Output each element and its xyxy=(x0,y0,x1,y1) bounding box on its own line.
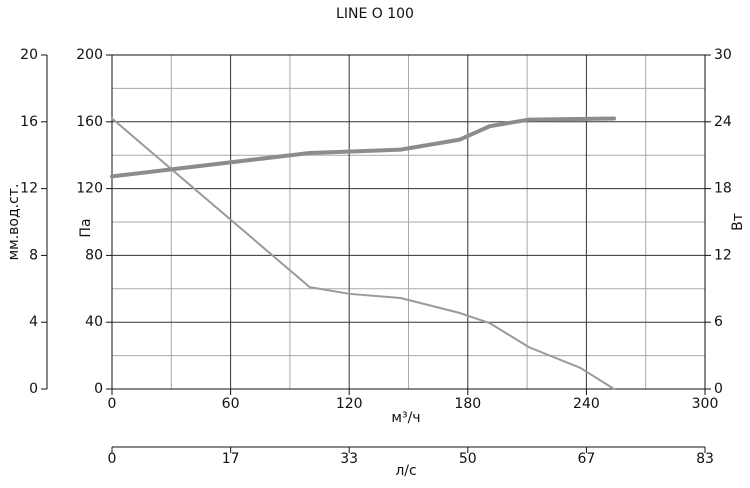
x-tick-label: 180 xyxy=(454,396,481,412)
y-tick-label: 200 xyxy=(76,47,103,63)
y2-tick-label: 30 xyxy=(714,47,732,63)
y-tick-label: 120 xyxy=(76,181,103,197)
y3-tick-label: 12 xyxy=(20,181,38,197)
y-tick-label: 0 xyxy=(94,381,103,397)
x2-tick-label: 17 xyxy=(222,451,240,467)
y2-tick-label: 24 xyxy=(714,114,732,130)
x-tick-label: 0 xyxy=(108,396,117,412)
y2-tick-label: 0 xyxy=(714,381,723,397)
y-tick-label: 80 xyxy=(85,247,103,263)
x2-tick-label: 83 xyxy=(696,451,714,467)
x-tick-label: 120 xyxy=(336,396,363,412)
y-tick-label: 40 xyxy=(85,314,103,330)
y3-tick-label: 8 xyxy=(29,247,38,263)
y2-tick-label: 6 xyxy=(714,314,723,330)
x-tick-label: 240 xyxy=(573,396,600,412)
y3-tick-label: 20 xyxy=(20,47,38,63)
y3-tick-label: 4 xyxy=(29,314,38,330)
y-axis-label: Па xyxy=(78,218,94,237)
x-tick-label: 60 xyxy=(222,396,240,412)
y2-axis-label: Вт xyxy=(730,213,746,231)
series-line xyxy=(111,117,616,390)
x2-tick-label: 67 xyxy=(578,451,596,467)
x2-axis-label: л/с xyxy=(395,463,416,479)
x2-tick-label: 33 xyxy=(340,451,358,467)
x-axis-label: м³/ч xyxy=(391,410,420,426)
series-line xyxy=(110,116,617,179)
y2-tick-label: 12 xyxy=(714,247,732,263)
x2-tick-label: 50 xyxy=(459,451,477,467)
chart-title: LINE O 100 xyxy=(336,6,414,22)
y-tick-label: 160 xyxy=(76,114,103,130)
x-tick-label: 300 xyxy=(692,396,719,412)
y3-tick-label: 16 xyxy=(20,114,38,130)
x2-tick-label: 0 xyxy=(108,451,117,467)
y3-tick-label: 0 xyxy=(29,381,38,397)
plot-frame xyxy=(111,54,706,390)
y3-axis-label: мм.вод.ст. xyxy=(6,184,22,261)
y2-tick-label: 18 xyxy=(714,181,732,197)
